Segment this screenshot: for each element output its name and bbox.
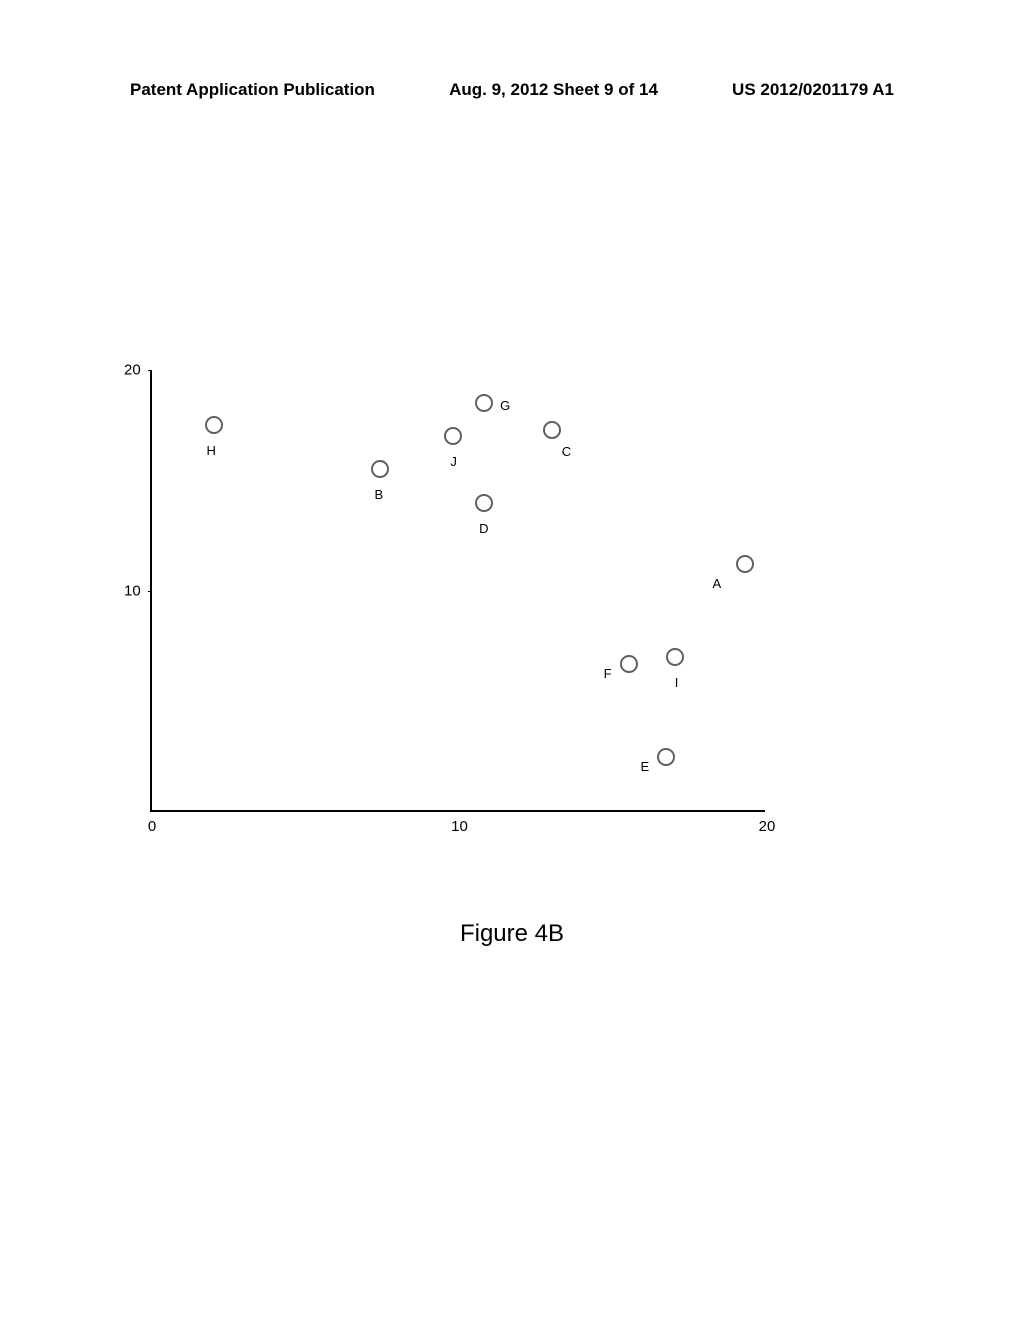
x-tick-label: 20 [759,818,776,835]
data-point-label: A [712,576,721,591]
data-point [475,494,493,512]
data-point [475,394,493,412]
page-header: Patent Application Publication Aug. 9, 2… [0,80,1024,100]
figure-caption: Figure 4B [0,920,1024,948]
y-tick-label: 10 [124,583,141,600]
y-tick-label: 20 [124,362,141,379]
header-center: Aug. 9, 2012 Sheet 9 of 14 [449,80,658,100]
data-point-label: F [604,666,612,681]
data-point [543,421,561,439]
data-point [657,748,675,766]
data-point [666,648,684,666]
chart-plot-area: 102001020HBJGCDAFIE [150,370,765,812]
data-point [205,416,223,434]
data-point-label: H [207,443,216,458]
y-tick-mark [148,370,152,371]
data-point-label: G [500,398,510,413]
data-point-label: E [641,759,650,774]
data-point-label: I [675,675,679,690]
scatter-chart: 102001020HBJGCDAFIE [150,370,765,835]
x-tick-label: 10 [451,818,468,835]
data-point [620,655,638,673]
header-left: Patent Application Publication [130,80,375,100]
data-point [736,555,754,573]
y-tick-mark [148,591,152,592]
header-right: US 2012/0201179 A1 [732,80,894,100]
data-point-label: B [375,487,384,502]
data-point-label: J [450,454,457,469]
data-point [444,427,462,445]
data-point-label: C [562,444,571,459]
x-tick-label: 0 [148,818,156,835]
data-point [371,460,389,478]
data-point-label: D [479,521,488,536]
